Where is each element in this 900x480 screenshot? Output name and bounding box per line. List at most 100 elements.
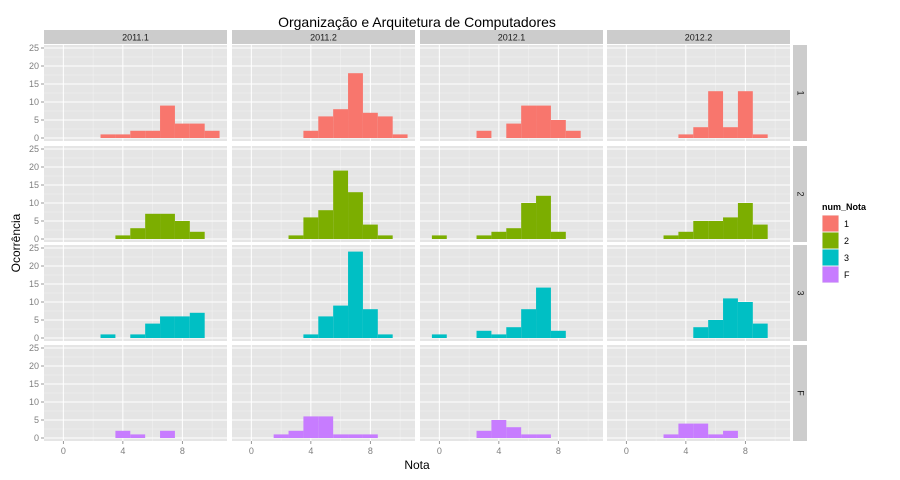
x-tick-label: 8 (180, 446, 185, 456)
column-strip (607, 30, 790, 44)
y-tick-label: 25 (29, 144, 39, 154)
y-tick-label: 20 (29, 261, 39, 271)
column-strip (44, 30, 227, 44)
histogram-bar (348, 251, 363, 338)
histogram-bar (100, 134, 116, 138)
row-strip-label: 3 (796, 290, 806, 295)
y-tick-label: 25 (29, 43, 39, 53)
histogram-bar (506, 228, 522, 239)
histogram-bar (174, 221, 190, 239)
histogram-bar (678, 423, 694, 438)
histogram-bar (130, 434, 146, 438)
histogram-bar (115, 430, 131, 438)
y-tick-label: 5 (34, 415, 39, 425)
facet-panels: 2011.1 2011.2 2012.1 2012.2123F051015202505… (29, 30, 807, 456)
histogram-bar (333, 434, 349, 438)
column-strip (420, 30, 603, 44)
histogram-bar (130, 228, 146, 239)
histogram-bar (521, 434, 537, 438)
x-tick-label: 0 (249, 446, 254, 456)
histogram-bar (288, 235, 304, 239)
histogram-bar (708, 320, 724, 338)
histogram-bar (145, 130, 161, 138)
x-tick-label: 4 (496, 446, 501, 456)
histogram-bar (506, 427, 522, 438)
histogram-bar (693, 327, 709, 338)
histogram-bar (693, 127, 709, 138)
row-strip-label: 1 (796, 90, 806, 95)
row-strip (793, 45, 807, 141)
histogram-bar (392, 134, 408, 138)
histogram-bar (663, 235, 679, 239)
histogram-bar (130, 334, 146, 338)
histogram-bar (348, 434, 363, 438)
histogram-bar (536, 287, 551, 338)
column-strip-label: 2012.1 (498, 33, 526, 43)
histogram-bar (288, 430, 304, 438)
legend-label: 1 (844, 219, 849, 229)
histogram-bar (476, 235, 492, 239)
histogram-bar (377, 334, 393, 338)
column-strip-label: 2011.2 (310, 33, 337, 43)
y-tick-label: 20 (29, 61, 39, 71)
legend-title: num_Nota (822, 202, 867, 212)
histogram-bar (536, 195, 551, 239)
histogram-bar (491, 334, 507, 338)
histogram-bar (348, 192, 363, 239)
histogram-bar (723, 298, 738, 338)
y-tick-label: 0 (34, 333, 39, 343)
x-axis-title: Nota (404, 458, 430, 472)
histogram-bar (708, 91, 724, 138)
legend-key (822, 232, 839, 249)
histogram-bar (100, 334, 116, 338)
histogram-bar (491, 420, 507, 438)
y-axis-title: Ocorrência (9, 213, 23, 272)
histogram-bar (174, 316, 190, 338)
histogram-bar (536, 105, 551, 138)
histogram-bar (476, 430, 492, 438)
legend-items: 1 2 3 F (822, 215, 850, 283)
histogram-bar (550, 120, 566, 138)
y-tick-label: 25 (29, 343, 39, 353)
histogram-bar (362, 112, 378, 138)
histogram-bar (737, 302, 753, 338)
histogram-bar (303, 416, 319, 438)
histogram-bar (536, 434, 551, 438)
y-tick-label: 20 (29, 162, 39, 172)
legend-label: F (844, 270, 850, 280)
histogram-bar (348, 73, 363, 138)
histogram-bar (189, 123, 205, 138)
column-strip-label: 2011.1 (122, 33, 149, 43)
histogram-bar (204, 130, 220, 138)
histogram-bar (189, 231, 205, 239)
histogram-bar (160, 105, 175, 138)
histogram-bar (318, 316, 334, 338)
x-tick-label: 8 (368, 446, 373, 456)
histogram-bar (550, 231, 566, 239)
x-tick-label: 0 (437, 446, 442, 456)
histogram-bar (491, 231, 507, 239)
histogram-bar (678, 134, 694, 138)
histogram-bar (115, 134, 131, 138)
histogram-bar (723, 217, 738, 239)
row-strip (793, 146, 807, 242)
histogram-bar (333, 305, 349, 338)
row-strip (793, 345, 807, 441)
column-strip-label: 2012.2 (685, 33, 713, 43)
y-tick-label: 10 (29, 97, 39, 107)
histogram-bar (723, 430, 738, 438)
histogram-bar (431, 235, 447, 239)
histogram-bar (521, 203, 537, 239)
x-tick-label: 8 (743, 446, 748, 456)
y-tick-label: 5 (34, 315, 39, 325)
legend-label: 3 (844, 253, 849, 263)
y-tick-label: 0 (34, 234, 39, 244)
histogram-bar (678, 231, 694, 239)
histogram-bar (145, 213, 161, 239)
histogram-bar (521, 309, 537, 338)
histogram-bar (318, 116, 334, 138)
histogram-bar (303, 130, 319, 138)
y-tick-label: 10 (29, 297, 39, 307)
